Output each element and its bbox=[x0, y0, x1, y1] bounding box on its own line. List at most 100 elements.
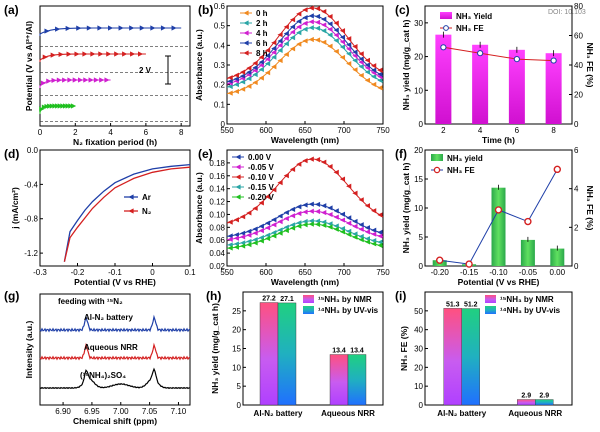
spectrum-marker bbox=[296, 11, 302, 17]
spectrum-marker bbox=[302, 222, 308, 228]
spectrum-marker bbox=[308, 19, 314, 25]
yield-bar bbox=[435, 34, 452, 124]
panel-label: (e) bbox=[198, 147, 213, 161]
spectrum-marker bbox=[377, 242, 383, 248]
legend-label: ¹⁵NH₃ by NMR bbox=[500, 295, 554, 304]
trace-marker bbox=[51, 77, 57, 84]
trace-marker bbox=[60, 103, 66, 109]
x-tick-label: 600 bbox=[259, 126, 273, 135]
y-axis-label: Absorbance (a.u.) bbox=[194, 29, 204, 101]
y-tick-label: 10 bbox=[232, 363, 241, 372]
spectrum-marker bbox=[271, 40, 277, 46]
x-tick-label: 550 bbox=[220, 126, 234, 135]
spectrum-marker bbox=[289, 46, 296, 52]
spectrum-marker bbox=[321, 210, 327, 216]
panel-label: (b) bbox=[198, 3, 213, 17]
spectrum-marker bbox=[271, 49, 277, 55]
legend-swatch bbox=[485, 295, 496, 303]
x-axis-label: Potential (V vs RHE) bbox=[74, 277, 156, 287]
spectrum-marker bbox=[283, 51, 289, 57]
y-tick-label: 0.08 bbox=[209, 223, 225, 232]
fe-marker bbox=[477, 50, 484, 57]
spectrum-marker bbox=[358, 226, 364, 232]
trace-marker bbox=[62, 103, 69, 109]
panel-label: (a) bbox=[4, 3, 19, 17]
y-tick-label: 0.14 bbox=[209, 185, 225, 194]
trace-marker bbox=[55, 103, 61, 109]
spectrum-marker bbox=[358, 59, 364, 65]
spectrum-marker bbox=[246, 232, 252, 238]
spectrum-marker bbox=[333, 214, 339, 220]
spectrum-marker bbox=[333, 226, 339, 232]
legend-marker bbox=[243, 30, 249, 36]
spectrum-marker bbox=[258, 238, 264, 244]
plot-frame bbox=[39, 5, 191, 127]
nmr-trace bbox=[39, 367, 191, 390]
spectrum-marker bbox=[327, 26, 333, 32]
y2-tick-label: 6 bbox=[574, 146, 579, 155]
trace-marker bbox=[77, 77, 84, 83]
trace-marker bbox=[66, 51, 72, 57]
trace-marker bbox=[122, 51, 128, 57]
y-axis-label: NH₃ yield (mg/g_cat h) bbox=[401, 162, 411, 253]
y-tick-label: 0 bbox=[221, 120, 226, 129]
legend-label: NH₃ FE bbox=[456, 24, 484, 33]
trace-marker bbox=[72, 77, 78, 83]
data-label: 27.2 bbox=[262, 296, 276, 303]
panel-e: 550 600 650 700 750 0.02 0.04 0.06 0.08 0.10 0.12 0… bbox=[194, 147, 390, 287]
jv-curve bbox=[63, 163, 191, 262]
x-tick-label: 600 bbox=[259, 268, 273, 277]
spectrum-marker bbox=[321, 222, 327, 228]
spectrum-marker bbox=[264, 61, 271, 67]
spectrum-marker bbox=[364, 69, 370, 75]
spectrum-marker bbox=[277, 219, 283, 225]
legend-label: 4 h bbox=[256, 29, 268, 38]
y-tick-label: 30 bbox=[414, 19, 423, 28]
x-tick-label: 8 bbox=[179, 128, 184, 137]
data-label: 2.9 bbox=[521, 393, 531, 400]
yield-bar bbox=[550, 248, 565, 266]
trace-marker bbox=[52, 103, 58, 109]
x-tick-label: 750 bbox=[376, 268, 390, 277]
spectrum-marker bbox=[302, 209, 308, 215]
y-tick-label: 5 bbox=[419, 233, 424, 242]
spectrum-marker bbox=[264, 220, 271, 226]
panel-d: -0.3 -0.2 -0.1 0 0.1 -1.2 -0.8 -0.4 0.0 Potential… bbox=[4, 146, 196, 287]
spectrum-marker bbox=[252, 205, 258, 211]
y-axis-label: NH₃ yield (mg/g_cat h) bbox=[210, 303, 220, 394]
trace-marker bbox=[83, 77, 89, 83]
x-axis-label: N₂ fixation period (h) bbox=[73, 137, 157, 147]
legend-marker bbox=[235, 184, 241, 190]
spectrum-marker bbox=[358, 237, 364, 243]
trace-marker bbox=[40, 80, 47, 86]
spectrum-marker bbox=[264, 70, 271, 76]
spectrum-marker bbox=[258, 66, 264, 73]
spectrum-marker bbox=[321, 16, 327, 22]
x-tick-label: 550 bbox=[220, 268, 234, 277]
spectrum-marker bbox=[333, 169, 339, 175]
spectrum-marker bbox=[346, 231, 352, 238]
spectrum-marker bbox=[364, 225, 370, 231]
trace-marker bbox=[65, 103, 71, 109]
spectrum-marker bbox=[377, 233, 383, 239]
bar bbox=[535, 399, 554, 406]
y-axis-label: Intensity (a.u.) bbox=[24, 321, 34, 379]
plot-frame bbox=[39, 293, 191, 406]
trace-marker bbox=[98, 51, 104, 57]
legend-marker bbox=[433, 166, 441, 174]
y2-tick-label: 40 bbox=[574, 61, 583, 70]
trace-marker bbox=[114, 51, 120, 57]
spectrum-marker bbox=[346, 36, 352, 42]
scale-label: 2 V bbox=[139, 66, 152, 75]
legend-marker bbox=[243, 20, 249, 26]
y-tick-label: 10 bbox=[414, 86, 423, 95]
y-tick-label: 20 bbox=[414, 146, 423, 155]
x-tick-label: 7.05 bbox=[142, 407, 158, 416]
spectrum-marker bbox=[321, 39, 327, 45]
spectrum-marker bbox=[233, 88, 239, 95]
trace-marker bbox=[50, 52, 56, 58]
x-tick-label: 8 bbox=[551, 126, 556, 135]
x-tick-label: -0.3 bbox=[33, 268, 47, 277]
trace-marker bbox=[39, 106, 45, 112]
spectrum-marker bbox=[227, 236, 233, 242]
